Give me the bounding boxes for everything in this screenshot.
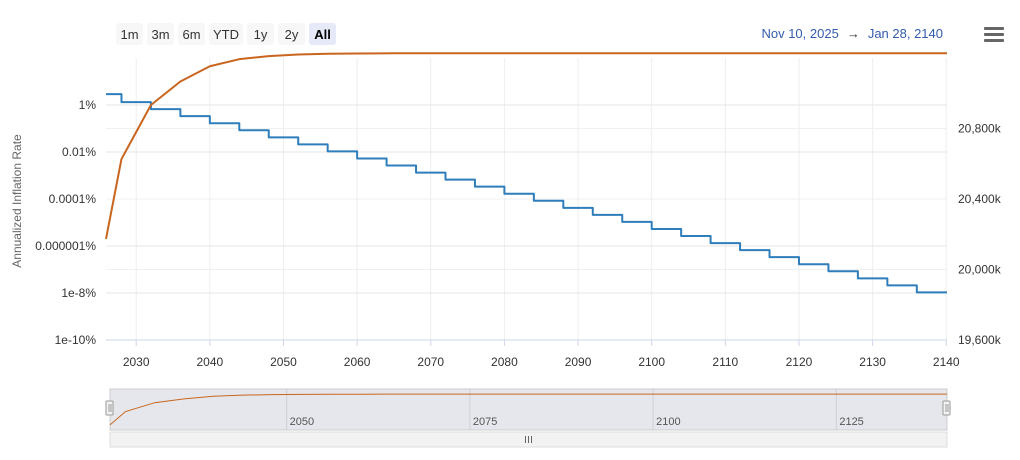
y-left-tick-label: 1e-8%	[61, 286, 96, 300]
y-right-tick-label: 20,400k	[958, 192, 1002, 206]
y-right-tick-label: 19,600k	[958, 333, 1002, 347]
y-right-tick-label: 20,000k	[958, 263, 1002, 277]
navigator-mask	[109, 388, 948, 431]
zoom-button-group: 1m 3m 6m YTD 1y 2y All	[116, 23, 336, 45]
zoom-3m-button[interactable]: 3m	[147, 23, 174, 45]
x-tick-label: 2040	[196, 355, 223, 369]
x-tick-label: 2030	[123, 355, 150, 369]
x-tick-label: 2060	[344, 355, 371, 369]
zoom-ytd-button[interactable]: YTD	[209, 23, 243, 45]
zoom-1y-button[interactable]: 1y	[247, 23, 274, 45]
range-from-date[interactable]: Nov 10, 2025	[761, 26, 839, 41]
zoom-all-button[interactable]: All	[309, 23, 336, 45]
y-left-tick-label: 0.0001%	[49, 192, 97, 206]
x-tick-label: 2130	[859, 355, 886, 369]
range-arrow: →	[846, 26, 860, 41]
navigator-series-line	[109, 393, 947, 426]
supply-step-series-line	[106, 93, 947, 294]
y-right-tick-label: 20,800k	[958, 122, 1002, 136]
navigator-tick-label: 2100	[656, 416, 680, 428]
x-tick-label: 2090	[565, 355, 592, 369]
inflation-rate-series-line	[105, 52, 947, 240]
zoom-1m-button[interactable]: 1m	[116, 23, 143, 45]
y-left-tick-label: 0.01%	[62, 145, 96, 159]
x-tick-label: 2100	[638, 355, 665, 369]
navigator-tick-label: 2125	[839, 416, 863, 428]
navigator-tick-label: 2050	[290, 416, 314, 428]
y-left-tick-label: 0.000001%	[35, 239, 96, 253]
hamburger-menu-icon[interactable]	[984, 27, 1004, 45]
navigator-tick-label: 2075	[473, 416, 497, 428]
y-left-tick-label: 1%	[79, 98, 97, 112]
x-tick-label: 2120	[786, 355, 813, 369]
y-axis-title: Annualized Inflation Rate	[10, 134, 24, 268]
x-tick-label: 2110	[712, 355, 738, 369]
zoom-2y-button[interactable]: 2y	[278, 23, 305, 45]
y-left-tick-label: 1e-10%	[55, 333, 97, 347]
x-tick-label: 2050	[270, 355, 297, 369]
x-tick-label: 2070	[417, 355, 444, 369]
x-tick-label: 2080	[491, 355, 518, 369]
range-to-date[interactable]: Jan 28, 2140	[867, 26, 943, 41]
x-tick-label: 2140	[933, 355, 960, 369]
zoom-6m-button[interactable]: 6m	[178, 23, 205, 45]
date-range-display: Nov 10, 2025 → Jan 28, 2140	[761, 26, 943, 41]
